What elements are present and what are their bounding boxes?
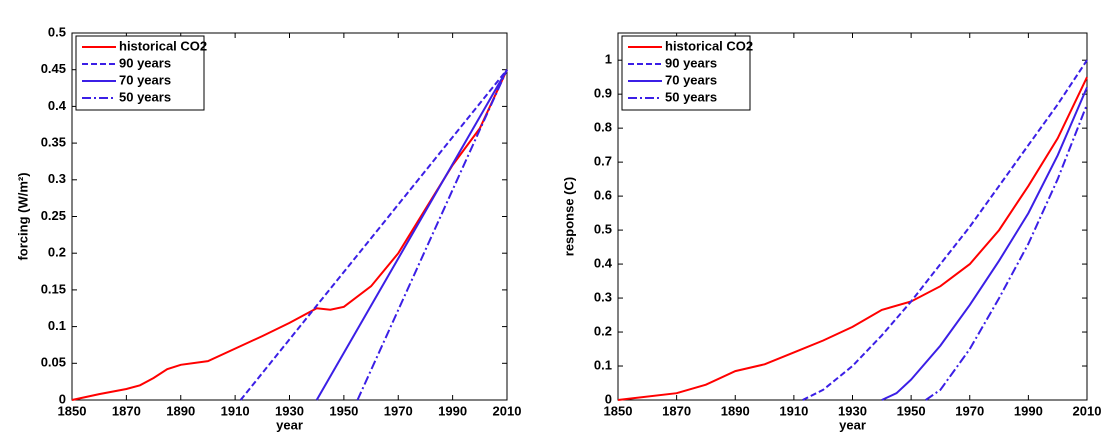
series-line (356, 69, 508, 401)
y-tick-label: 0.7 (594, 154, 612, 169)
chart: 1850 1870 1890 1910 1930 1950 1970 1990 2010 0 0.1… (561, 32, 1102, 432)
x-tick-label: 1930 (838, 403, 867, 418)
y-tick-label: 0.4 (594, 256, 613, 271)
legend-label: 90 years (119, 55, 171, 70)
y-tick-label: 0.9 (594, 86, 612, 101)
series-line (239, 69, 508, 401)
y-tick-label: 0 (605, 391, 612, 406)
x-tick-label: 1870 (112, 403, 141, 418)
y-tick-label: 0.45 (41, 61, 66, 76)
series-line (881, 87, 1088, 401)
y-tick-label: 0.8 (594, 120, 612, 135)
series-line (315, 69, 508, 401)
x-tick-label: 1890 (166, 403, 195, 418)
y-tick-label: 0.3 (48, 171, 66, 186)
x-axis-label: year (839, 417, 866, 432)
legend-label: 90 years (665, 55, 717, 70)
series-line (71, 69, 508, 401)
y-tick-label: 0.5 (594, 222, 612, 237)
x-tick-label: 1890 (721, 403, 750, 418)
x-tick-label: 1850 (604, 403, 633, 418)
y-tick-label: 0 (59, 391, 66, 406)
y-tick-label: 1 (605, 52, 612, 67)
legend-label: 70 years (665, 72, 717, 87)
y-tick-label: 0.4 (48, 98, 67, 113)
x-tick-label: 1950 (897, 403, 926, 418)
x-tick-label: 1950 (329, 403, 358, 418)
y-tick-label: 0.5 (48, 24, 66, 39)
legend-box (621, 35, 751, 111)
y-axis-label: response (C) (561, 177, 576, 256)
legend-label: historical CO2 (665, 38, 753, 53)
x-tick-label: 1970 (955, 403, 984, 418)
y-tick-label: 0.1 (48, 318, 66, 333)
x-tick-label: 1910 (221, 403, 250, 418)
y-tick-label: 0.1 (594, 357, 612, 372)
y-tick-label: 0.2 (594, 323, 612, 338)
x-tick-label: 1970 (384, 403, 413, 418)
y-tick-label: 0.2 (48, 245, 66, 260)
x-tick-label: 2010 (1073, 403, 1102, 418)
legend-label: historical CO2 (119, 38, 207, 53)
legend-box (75, 35, 205, 111)
x-tick-label: 1990 (1014, 403, 1043, 418)
x-tick-label: 1990 (438, 403, 467, 418)
y-tick-label: 0.35 (41, 135, 66, 150)
x-tick-label: 2010 (493, 403, 522, 418)
x-tick-label: 1930 (275, 403, 304, 418)
legend-label: 50 years (119, 89, 171, 104)
y-tick-label: 0.05 (41, 355, 66, 370)
series-line (802, 59, 1088, 401)
y-axis-label: forcing (W/m²) (15, 172, 30, 260)
x-axis-label: year (276, 417, 303, 432)
series-line (617, 76, 1088, 401)
legend-label: 70 years (119, 72, 171, 87)
x-tick-label: 1910 (779, 403, 808, 418)
y-tick-label: 0.3 (594, 289, 612, 304)
x-tick-label: 1850 (58, 403, 87, 418)
y-tick-label: 0.15 (41, 281, 66, 296)
y-tick-label: 0.25 (41, 208, 66, 223)
x-tick-label: 1870 (662, 403, 691, 418)
chart: 1850 1870 1890 1910 1930 1950 1970 1990 2010 0 0.0… (15, 24, 521, 432)
series-line (925, 104, 1088, 401)
y-tick-label: 0.6 (594, 188, 612, 203)
legend-label: 50 years (665, 89, 717, 104)
